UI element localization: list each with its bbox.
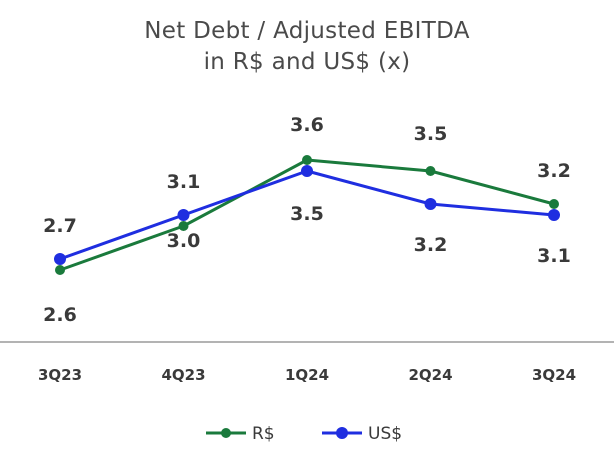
data-label: 3.5 [414, 123, 448, 145]
x-tick-label: 3Q24 [532, 366, 576, 384]
data-point [548, 209, 560, 221]
data-label: 3.2 [537, 160, 571, 182]
series-2 [54, 165, 560, 265]
x-tick-label: 4Q23 [161, 366, 205, 384]
data-point [301, 165, 313, 177]
data-point [54, 253, 66, 265]
data-point [178, 221, 189, 231]
legend-marker [336, 427, 348, 439]
data-label: 3.1 [537, 245, 571, 267]
data-point [302, 155, 312, 165]
chart-title-line-1: Net Debt / Adjusted EBITDA [144, 18, 469, 44]
x-tick-label: 3Q23 [38, 366, 82, 384]
x-tick-label: 2Q24 [408, 366, 452, 384]
legend-label: R$ [252, 424, 275, 444]
data-point [177, 209, 190, 221]
data-label: 3.1 [167, 171, 201, 193]
legend-label: US$ [368, 424, 402, 444]
data-label: 2.6 [43, 304, 77, 326]
data-point [549, 199, 559, 209]
data-label: 2.7 [43, 215, 77, 237]
legend-item: R$ [206, 424, 275, 444]
data-point [55, 265, 65, 275]
legend-marker [221, 428, 231, 438]
series-layer [54, 155, 560, 275]
data-label: 3.0 [167, 230, 201, 252]
x-tick-label: 1Q24 [285, 366, 329, 384]
data-labels: 2.6 3.0 3.6 3.5 3.2 2.7 3.1 3.5 3.2 3.1 [43, 114, 571, 326]
chart-title-line-2: in R$ and US$ (x) [204, 49, 411, 75]
data-label: 3.6 [290, 114, 324, 136]
legend: R$ US$ [206, 424, 402, 444]
data-label: 3.5 [290, 203, 324, 225]
legend-item: US$ [322, 424, 402, 444]
data-point [424, 198, 437, 210]
data-point [425, 166, 436, 176]
data-label: 3.2 [414, 234, 448, 256]
x-axis-ticks: 3Q23 4Q23 1Q24 2Q24 3Q24 [38, 366, 576, 384]
series-1 [55, 155, 559, 275]
